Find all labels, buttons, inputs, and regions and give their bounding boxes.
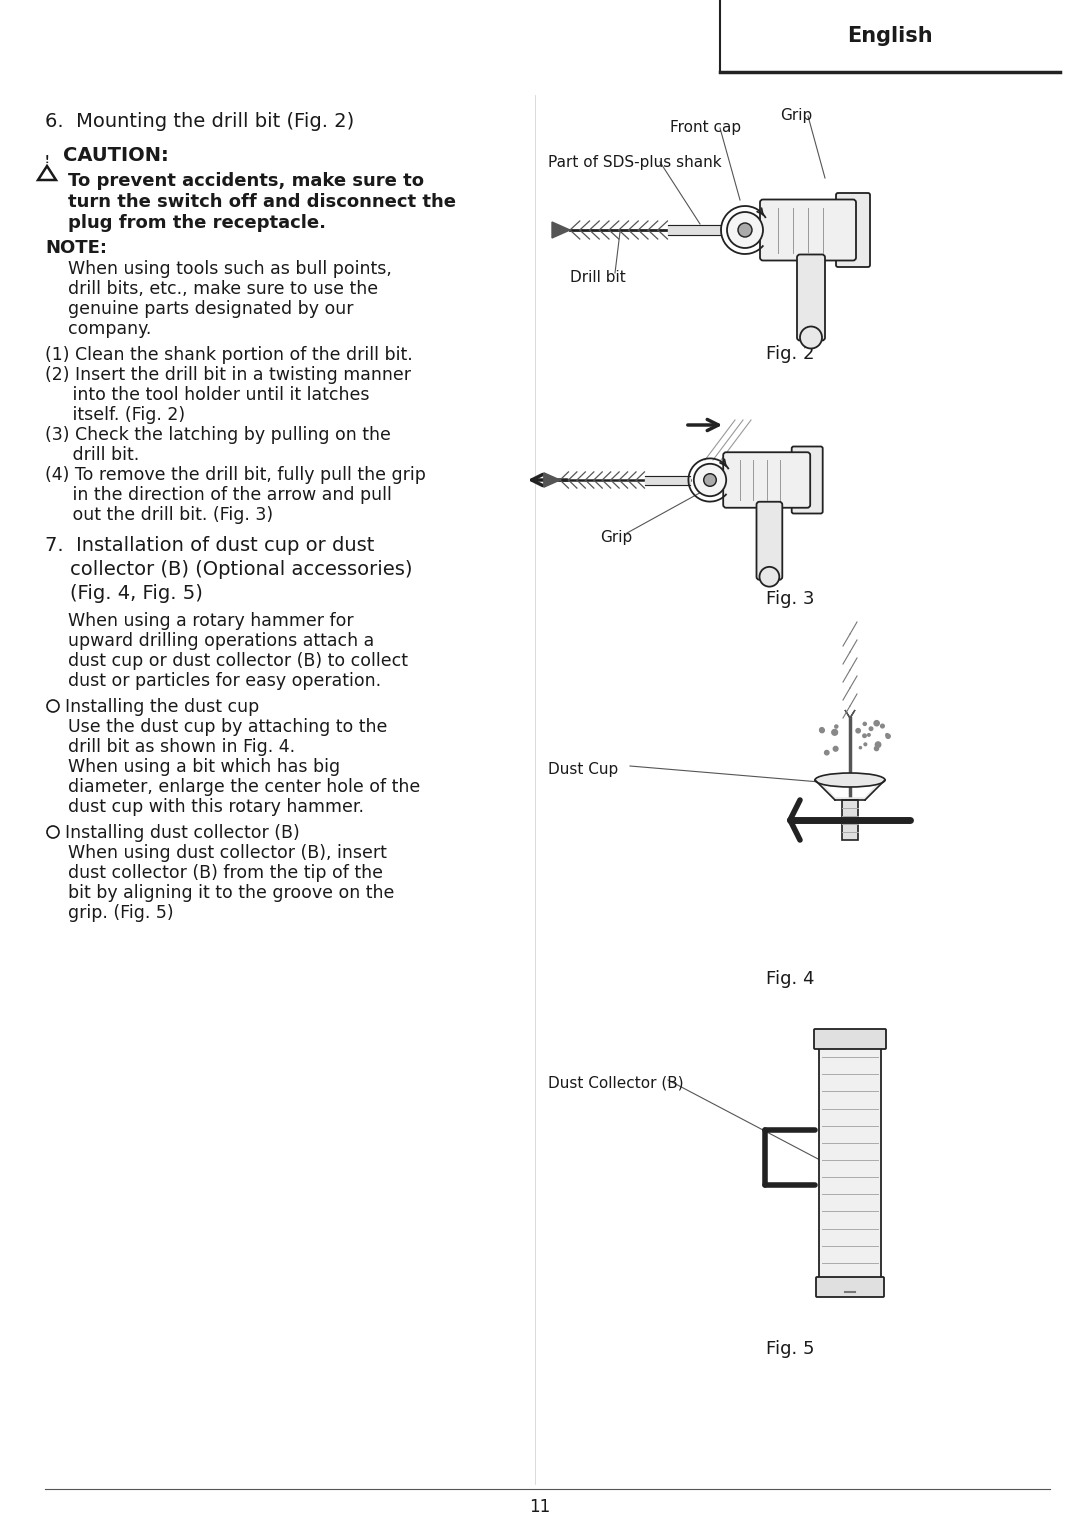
FancyBboxPatch shape <box>814 1029 886 1049</box>
Circle shape <box>863 734 866 737</box>
Text: Front cap: Front cap <box>670 119 741 135</box>
FancyBboxPatch shape <box>760 199 856 260</box>
Circle shape <box>856 728 861 732</box>
Text: Dust Cup: Dust Cup <box>548 761 618 777</box>
Text: When using dust collector (B), insert: When using dust collector (B), insert <box>68 844 387 862</box>
Polygon shape <box>667 225 720 235</box>
Circle shape <box>693 463 726 497</box>
Text: out the drill bit. (Fig. 3): out the drill bit. (Fig. 3) <box>45 506 273 524</box>
Text: genuine parts designated by our: genuine parts designated by our <box>68 300 353 318</box>
Text: (Fig. 4, Fig. 5): (Fig. 4, Fig. 5) <box>45 584 203 602</box>
FancyBboxPatch shape <box>836 193 870 268</box>
Text: Fig. 2: Fig. 2 <box>766 346 814 362</box>
Circle shape <box>886 734 890 739</box>
Text: dust cup with this rotary hammer.: dust cup with this rotary hammer. <box>68 798 364 816</box>
Circle shape <box>738 223 752 237</box>
Text: Installing the dust cup: Installing the dust cup <box>65 699 259 716</box>
Ellipse shape <box>815 774 885 787</box>
Text: grip. (Fig. 5): grip. (Fig. 5) <box>68 904 174 922</box>
Circle shape <box>875 746 878 751</box>
FancyBboxPatch shape <box>792 446 823 514</box>
Circle shape <box>727 213 762 248</box>
Text: turn the switch off and disconnect the: turn the switch off and disconnect the <box>68 193 456 211</box>
Text: company.: company. <box>68 320 151 338</box>
Circle shape <box>820 728 824 732</box>
Circle shape <box>824 751 829 755</box>
Circle shape <box>860 746 862 749</box>
Circle shape <box>869 726 873 731</box>
FancyBboxPatch shape <box>756 502 782 579</box>
Text: upward drilling operations attach a: upward drilling operations attach a <box>68 631 375 650</box>
Circle shape <box>832 729 837 735</box>
Text: plug from the receptacle.: plug from the receptacle. <box>68 214 326 232</box>
Text: collector (B) (Optional accessories): collector (B) (Optional accessories) <box>45 560 413 579</box>
Text: dust cup or dust collector (B) to collect: dust cup or dust collector (B) to collec… <box>68 651 408 670</box>
Text: (2) Insert the drill bit in a twisting manner: (2) Insert the drill bit in a twisting m… <box>45 365 411 384</box>
Text: itself. (Fig. 2): itself. (Fig. 2) <box>45 407 185 424</box>
Circle shape <box>874 720 879 726</box>
Text: diameter, enlarge the center hole of the: diameter, enlarge the center hole of the <box>68 778 420 797</box>
Polygon shape <box>645 476 690 485</box>
Text: drill bit.: drill bit. <box>45 446 139 463</box>
Circle shape <box>704 474 716 486</box>
Text: dust collector (B) from the tip of the: dust collector (B) from the tip of the <box>68 864 383 882</box>
Text: 7.  Installation of dust cup or dust: 7. Installation of dust cup or dust <box>45 537 375 555</box>
Circle shape <box>867 734 870 737</box>
Text: When using a bit which has big: When using a bit which has big <box>68 758 340 777</box>
Text: Grip: Grip <box>780 109 812 122</box>
Text: bit by aligning it to the groove on the: bit by aligning it to the groove on the <box>68 884 394 902</box>
Circle shape <box>863 722 866 725</box>
FancyBboxPatch shape <box>819 1040 881 1281</box>
Circle shape <box>864 743 867 746</box>
Polygon shape <box>845 709 855 719</box>
Circle shape <box>800 327 822 349</box>
Text: English: English <box>847 26 933 46</box>
Text: Grip: Grip <box>600 531 632 544</box>
Text: Drill bit: Drill bit <box>570 271 625 284</box>
FancyBboxPatch shape <box>816 1277 885 1297</box>
Text: Fig. 4: Fig. 4 <box>766 969 814 988</box>
Text: Installing dust collector (B): Installing dust collector (B) <box>65 824 300 842</box>
Circle shape <box>880 725 885 728</box>
Text: Fig. 3: Fig. 3 <box>766 590 814 609</box>
Text: CAUTION:: CAUTION: <box>63 145 168 165</box>
Circle shape <box>886 734 888 735</box>
Circle shape <box>759 567 780 587</box>
Circle shape <box>875 742 881 748</box>
Text: in the direction of the arrow and pull: in the direction of the arrow and pull <box>45 486 392 505</box>
Text: 11: 11 <box>529 1498 551 1515</box>
Text: Part of SDS-plus shank: Part of SDS-plus shank <box>548 154 721 170</box>
Polygon shape <box>815 778 885 800</box>
Text: (3) Check the latching by pulling on the: (3) Check the latching by pulling on the <box>45 427 391 443</box>
Text: dust or particles for easy operation.: dust or particles for easy operation. <box>68 673 381 690</box>
Text: !: ! <box>44 154 50 165</box>
Text: (1) Clean the shank portion of the drill bit.: (1) Clean the shank portion of the drill… <box>45 346 413 364</box>
Polygon shape <box>552 222 570 239</box>
Text: When using tools such as bull points,: When using tools such as bull points, <box>68 260 392 278</box>
Circle shape <box>835 732 837 734</box>
Text: To prevent accidents, make sure to: To prevent accidents, make sure to <box>68 171 424 190</box>
Text: (4) To remove the drill bit, fully pull the grip: (4) To remove the drill bit, fully pull … <box>45 466 426 485</box>
Text: When using a rotary hammer for: When using a rotary hammer for <box>68 612 353 630</box>
Text: drill bits, etc., make sure to use the: drill bits, etc., make sure to use the <box>68 280 378 298</box>
Circle shape <box>820 729 824 732</box>
Circle shape <box>834 746 838 751</box>
Circle shape <box>835 725 838 728</box>
Text: Dust Collector (B): Dust Collector (B) <box>548 1075 684 1090</box>
Text: 6.  Mounting the drill bit (Fig. 2): 6. Mounting the drill bit (Fig. 2) <box>45 112 354 131</box>
Polygon shape <box>544 472 561 488</box>
Text: Fig. 5: Fig. 5 <box>766 1339 814 1358</box>
Text: into the tool holder until it latches: into the tool holder until it latches <box>45 385 369 404</box>
Text: drill bit as shown in Fig. 4.: drill bit as shown in Fig. 4. <box>68 739 295 755</box>
Text: Use the dust cup by attaching to the: Use the dust cup by attaching to the <box>68 719 388 735</box>
FancyBboxPatch shape <box>724 453 810 508</box>
Text: NOTE:: NOTE: <box>45 239 107 257</box>
FancyBboxPatch shape <box>797 254 825 341</box>
FancyBboxPatch shape <box>842 800 858 839</box>
